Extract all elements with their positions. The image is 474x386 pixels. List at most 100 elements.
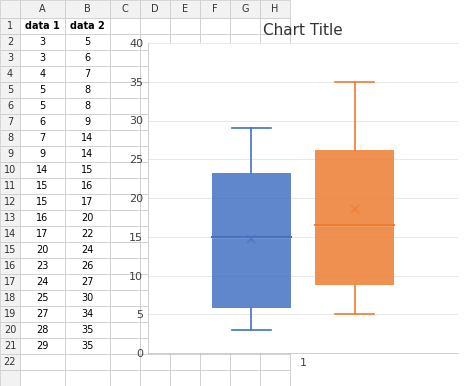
- Bar: [200, 322, 230, 338]
- Bar: [170, 98, 200, 114]
- Bar: [140, 0, 170, 18]
- Bar: [230, 274, 260, 290]
- Bar: [200, 354, 230, 370]
- Bar: [140, 178, 170, 194]
- Bar: [230, 274, 260, 290]
- Bar: [170, 66, 200, 82]
- Bar: [20, 34, 65, 50]
- Bar: [140, 146, 170, 162]
- Bar: [110, 178, 140, 194]
- Bar: [170, 34, 200, 50]
- Bar: [212, 173, 291, 308]
- Bar: [170, 34, 200, 50]
- Bar: [110, 338, 140, 354]
- Bar: [260, 50, 290, 66]
- Text: 4: 4: [7, 69, 13, 79]
- Bar: [170, 322, 200, 338]
- Bar: [170, 114, 200, 130]
- Bar: [20, 210, 65, 226]
- Bar: [260, 322, 290, 338]
- Text: 7: 7: [39, 133, 46, 143]
- Bar: [200, 34, 230, 50]
- Bar: [170, 226, 200, 242]
- Bar: [200, 98, 230, 114]
- Bar: [260, 98, 290, 114]
- Bar: [230, 338, 260, 354]
- Text: 24: 24: [82, 245, 94, 255]
- Bar: [65, 0, 110, 18]
- Bar: [260, 18, 290, 34]
- Bar: [230, 114, 260, 130]
- Bar: [170, 194, 200, 210]
- Bar: [20, 226, 65, 242]
- Bar: [0, 322, 20, 338]
- Bar: [140, 194, 170, 210]
- Bar: [200, 226, 230, 242]
- Bar: [0, 34, 20, 50]
- Text: 14: 14: [36, 165, 49, 175]
- Bar: [20, 274, 65, 290]
- Bar: [110, 306, 140, 322]
- Bar: [200, 178, 230, 194]
- Bar: [110, 290, 140, 306]
- Bar: [170, 290, 200, 306]
- Bar: [65, 66, 110, 82]
- Bar: [230, 210, 260, 226]
- Bar: [170, 194, 200, 210]
- Bar: [110, 354, 140, 370]
- Bar: [200, 146, 230, 162]
- Bar: [140, 82, 170, 98]
- Bar: [170, 18, 200, 34]
- Bar: [65, 162, 110, 178]
- Bar: [110, 34, 140, 50]
- Bar: [170, 162, 200, 178]
- Bar: [230, 242, 260, 258]
- Text: 16: 16: [4, 261, 16, 271]
- Bar: [20, 242, 65, 258]
- Bar: [140, 290, 170, 306]
- Bar: [170, 162, 200, 178]
- Bar: [110, 66, 140, 82]
- Bar: [200, 18, 230, 34]
- Bar: [65, 226, 110, 242]
- Bar: [200, 274, 230, 290]
- Bar: [110, 306, 140, 322]
- Bar: [110, 114, 140, 130]
- Bar: [200, 82, 230, 98]
- Bar: [260, 34, 290, 50]
- Text: 17: 17: [82, 197, 94, 207]
- Bar: [110, 98, 140, 114]
- Text: 3: 3: [39, 53, 46, 63]
- Bar: [230, 258, 260, 274]
- Bar: [110, 210, 140, 226]
- Text: H: H: [271, 4, 279, 14]
- Bar: [260, 178, 290, 194]
- Text: 3: 3: [39, 37, 46, 47]
- Bar: [0, 82, 20, 98]
- Text: 6: 6: [7, 101, 13, 111]
- Text: 23: 23: [36, 261, 49, 271]
- Bar: [20, 194, 65, 210]
- Bar: [0, 274, 20, 290]
- Bar: [20, 114, 65, 130]
- Bar: [230, 322, 260, 338]
- Bar: [110, 242, 140, 258]
- Bar: [110, 114, 140, 130]
- Bar: [200, 354, 230, 370]
- Bar: [200, 162, 230, 178]
- Bar: [230, 34, 260, 50]
- Bar: [140, 34, 170, 50]
- Bar: [260, 0, 290, 18]
- Bar: [65, 114, 110, 130]
- Bar: [170, 258, 200, 274]
- Bar: [0, 0, 20, 18]
- Text: 18: 18: [4, 293, 16, 303]
- Text: 17: 17: [36, 229, 49, 239]
- Bar: [260, 114, 290, 130]
- Bar: [110, 178, 140, 194]
- Bar: [200, 178, 230, 194]
- Bar: [140, 130, 170, 146]
- Bar: [170, 370, 200, 386]
- Bar: [0, 370, 20, 386]
- Text: 16: 16: [36, 213, 49, 223]
